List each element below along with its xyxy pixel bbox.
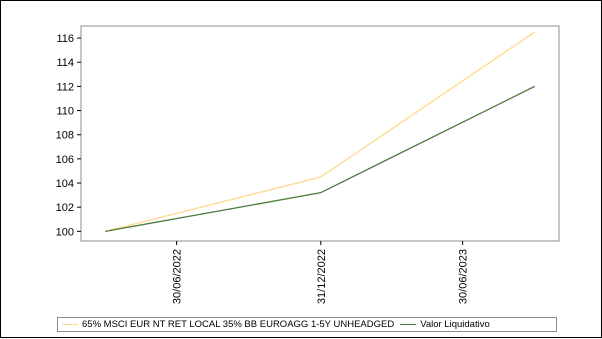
plot-area bbox=[80, 25, 560, 242]
y-tick-label: 104 bbox=[56, 178, 74, 190]
legend-item-benchmark: 65% MSCI EUR NT RET LOCAL 35% BB EUROAGG… bbox=[62, 319, 394, 330]
y-tick-label: 108 bbox=[56, 130, 74, 142]
legend-item-valor-liquidativo: Valor Liquidativo bbox=[400, 319, 490, 330]
legend-label-benchmark: 65% MSCI EUR NT RET LOCAL 35% BB EUROAGG… bbox=[82, 319, 395, 330]
y-axis: 100 102 104 106 108 110 112 114 116 bbox=[56, 33, 81, 238]
y-tick-label: 110 bbox=[56, 106, 74, 118]
y-tick-label: 106 bbox=[56, 154, 74, 166]
legend-swatch-benchmark bbox=[62, 324, 78, 325]
x-tick-label: 30/06/2022 bbox=[172, 249, 184, 304]
y-tick-label: 102 bbox=[56, 202, 74, 214]
x-tick-label: 31/12/2022 bbox=[316, 249, 328, 304]
legend-swatch-valor-liquidativo bbox=[400, 324, 417, 325]
series-line-0 bbox=[105, 31, 536, 232]
series-line-1 bbox=[105, 85, 535, 232]
legend-label-valor-liquidativo: Valor Liquidativo bbox=[420, 319, 490, 330]
series-layer bbox=[105, 31, 536, 232]
x-tick-label: 30/06/2023 bbox=[458, 249, 470, 304]
y-tick-label: 100 bbox=[56, 226, 74, 238]
legend: 65% MSCI EUR NT RET LOCAL 35% BB EUROAGG… bbox=[57, 317, 557, 332]
y-tick-label: 114 bbox=[56, 57, 74, 69]
y-tick-label: 116 bbox=[56, 33, 74, 45]
y-tick-label: 112 bbox=[56, 81, 74, 93]
x-axis: 30/06/2022 31/12/2022 30/06/2023 bbox=[172, 241, 470, 304]
